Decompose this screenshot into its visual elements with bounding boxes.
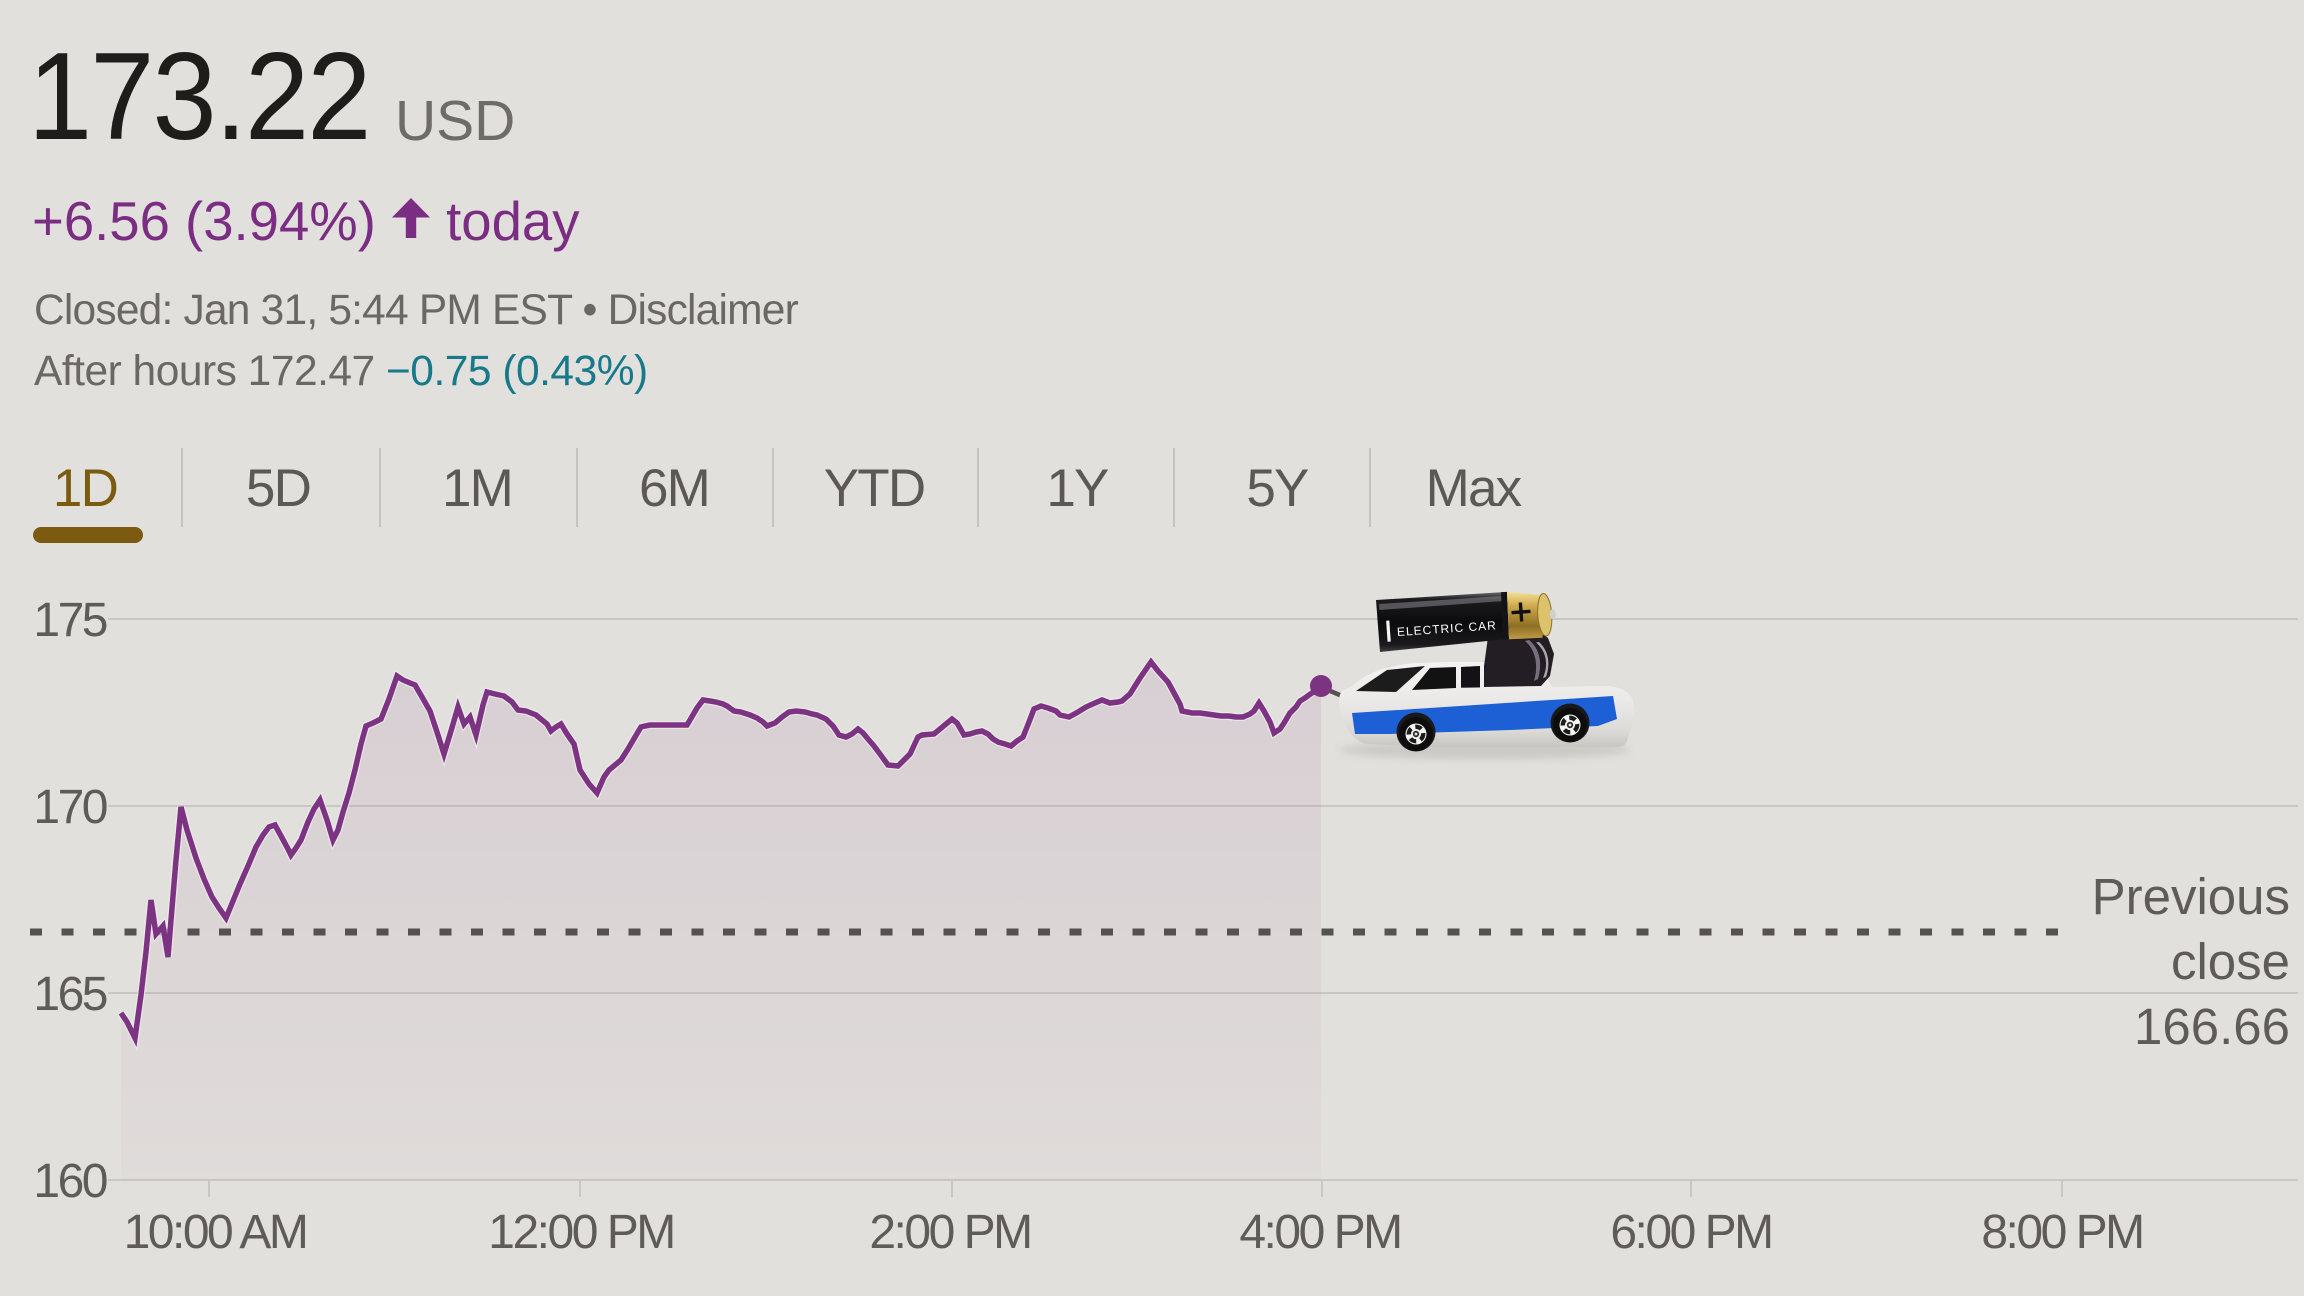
svg-text:6:00 PM: 6:00 PM: [1610, 1206, 1771, 1259]
svg-text:2:00 PM: 2:00 PM: [869, 1206, 1030, 1259]
svg-text:175: 175: [33, 594, 106, 647]
svg-text:12:00 PM: 12:00 PM: [488, 1206, 673, 1259]
svg-text:4:00 PM: 4:00 PM: [1239, 1206, 1400, 1259]
svg-text:160: 160: [33, 1155, 106, 1208]
svg-text:170: 170: [33, 781, 106, 834]
svg-text:165: 165: [33, 968, 106, 1021]
svg-text:8:00 PM: 8:00 PM: [1981, 1206, 2142, 1259]
svg-text:10:00 AM: 10:00 AM: [124, 1206, 307, 1259]
svg-text:166.66: 166.66: [2134, 998, 2290, 1055]
svg-text:ELECTRIC CAR: ELECTRIC CAR: [1396, 618, 1497, 639]
svg-text:Previous: Previous: [2092, 868, 2290, 925]
svg-text:close: close: [2171, 933, 2290, 990]
